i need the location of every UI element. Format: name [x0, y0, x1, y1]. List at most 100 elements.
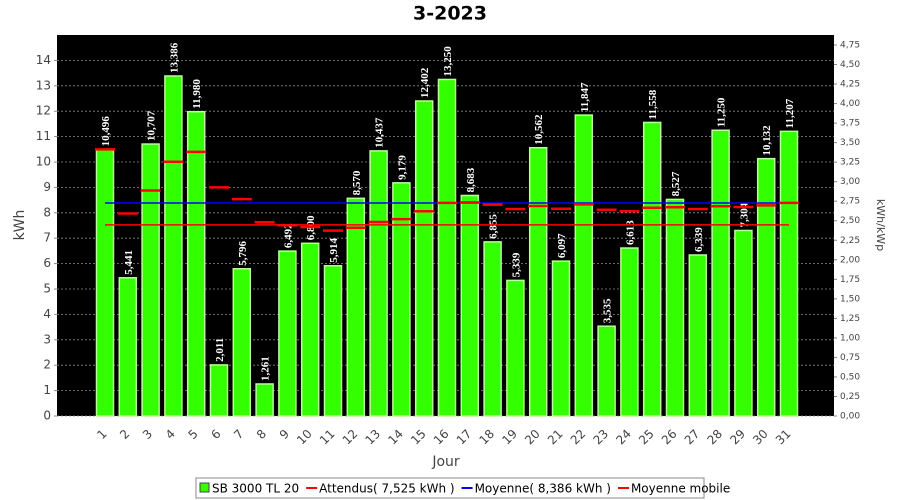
data-label: 5,914	[328, 238, 340, 263]
x-tick-label: 1	[94, 427, 109, 442]
data-label: 5,441	[123, 250, 135, 275]
data-label: 2,011	[214, 338, 226, 362]
data-label: 11,847	[579, 82, 591, 112]
bar	[118, 277, 138, 417]
x-tick-label: 26	[659, 427, 680, 448]
bar	[642, 121, 662, 417]
y2-tick-label: 3,75	[840, 119, 860, 129]
y-tick-label: 11	[36, 129, 51, 143]
y2-tick-label: 1,50	[840, 294, 860, 304]
x-tick-label: 23	[590, 427, 611, 448]
data-label: 7,304	[738, 202, 750, 227]
x-tick-label: 25	[636, 427, 657, 448]
bar	[779, 130, 799, 417]
y2-axis-label: kWh/kWp	[874, 199, 887, 251]
x-tick-label: 18	[476, 427, 497, 448]
data-label: 3,535	[602, 298, 614, 323]
y2-tick-label: 4,50	[840, 60, 860, 70]
data-label: 9,179	[396, 155, 408, 180]
data-label: 6,492	[282, 223, 294, 248]
x-tick-label: 4	[163, 427, 178, 442]
bar	[232, 268, 252, 417]
x-tick-label: 15	[408, 427, 429, 448]
x-tick-label: 8	[254, 427, 269, 442]
x-tick-label: 14	[385, 427, 406, 448]
bar	[392, 182, 411, 417]
data-label: 6,339	[693, 227, 705, 252]
data-label: 12,402	[419, 67, 431, 98]
data-label: 11,250	[716, 97, 728, 127]
data-label: 5,796	[237, 241, 249, 266]
y2-tick-label: 2,50	[840, 216, 860, 226]
y-tick-label: 3	[43, 332, 51, 346]
bar	[95, 148, 115, 417]
y2-tick-label: 3,00	[840, 177, 860, 187]
bar	[323, 265, 343, 417]
legend-label: SB 3000 TL 20	[212, 482, 299, 496]
y2-tick-label: 0,50	[840, 372, 860, 382]
x-tick-label: 16	[431, 427, 452, 448]
x-axis-label: Jour	[431, 454, 460, 470]
y-tick-label: 4	[43, 307, 51, 321]
bar	[255, 383, 274, 417]
bar	[278, 250, 297, 417]
x-tick-label: 9	[277, 427, 292, 442]
y-tick-label: 2	[43, 358, 51, 372]
y2-tick-label: 1,00	[840, 333, 860, 343]
y2-tick-label: 0,75	[840, 353, 860, 363]
x-tick-label: 20	[522, 427, 543, 448]
x-tick-label: 29	[727, 427, 748, 448]
data-label: 5,339	[510, 252, 522, 277]
y2-tick-label: 3,25	[840, 158, 860, 168]
data-label: 13,386	[168, 42, 180, 73]
y2-tick-label: 1,75	[840, 275, 860, 285]
bar	[186, 110, 206, 417]
y2-tick-label: 0,00	[840, 412, 860, 422]
x-tick-label: 22	[568, 427, 589, 448]
legend-label: Attendus( 7,525 kWh )	[319, 482, 454, 496]
x-tick-label: 27	[682, 427, 703, 448]
chart-title: 3-2023	[413, 3, 487, 25]
y-tick-label: 1	[43, 383, 51, 397]
y-tick-label: 13	[36, 78, 51, 92]
bar	[528, 146, 548, 417]
y2-tick-label: 4,75	[840, 40, 860, 50]
y2-tick-label: 2,25	[840, 236, 860, 246]
bar	[506, 279, 525, 417]
bar	[688, 254, 708, 417]
x-tick-label: 13	[362, 427, 383, 448]
y-tick-label: 0	[43, 409, 51, 423]
x-tick-label: 19	[499, 427, 520, 448]
bar	[734, 229, 753, 417]
y-tick-label: 12	[36, 104, 51, 118]
bar	[711, 129, 730, 417]
y2-tick-label: 1,25	[840, 314, 860, 324]
data-label: 11,558	[647, 89, 659, 119]
x-tick-label: 21	[545, 427, 566, 448]
y-tick-label: 7	[43, 231, 51, 245]
y-tick-label: 10	[36, 155, 51, 169]
y-tick-label: 5	[43, 282, 51, 296]
x-tick-label: 5	[185, 427, 200, 442]
bar	[437, 78, 457, 417]
data-label: 10,132	[761, 125, 773, 156]
data-label: 8,683	[465, 167, 477, 192]
y2-tick-label: 2,75	[840, 197, 860, 207]
bar	[460, 194, 480, 417]
bar	[369, 150, 388, 417]
x-tick-label: 17	[454, 427, 475, 448]
bar	[665, 198, 685, 417]
bar	[551, 260, 571, 417]
x-tick-label: 24	[613, 427, 634, 448]
y-axis-label: kWh	[12, 210, 28, 241]
data-label: 10,437	[374, 117, 386, 148]
x-tick-label: 11	[317, 427, 338, 448]
data-label: 10,707	[146, 110, 158, 141]
x-tick-label: 7	[231, 427, 246, 442]
bar	[414, 100, 434, 417]
data-label: 8,570	[351, 170, 363, 195]
bar	[141, 143, 160, 417]
bar	[346, 197, 366, 417]
